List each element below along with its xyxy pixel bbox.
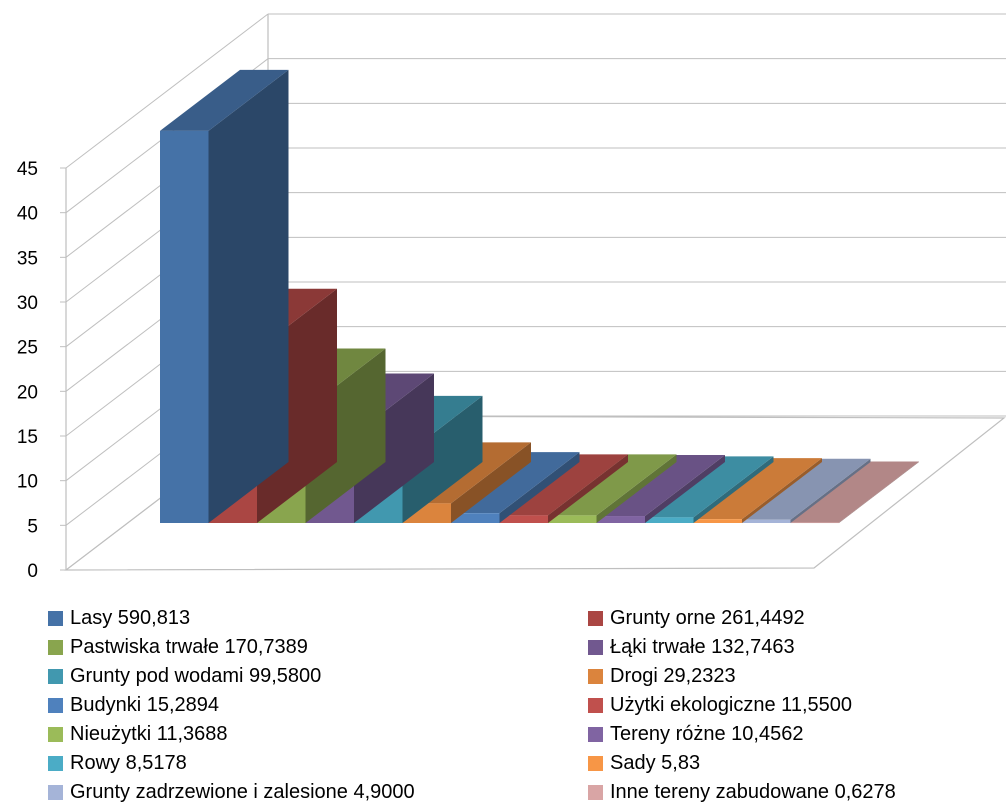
bar-front-face: [693, 519, 742, 523]
legend-label: Budynki 15,2894: [70, 693, 220, 716]
bar-front-face: [451, 513, 500, 523]
bar: [742, 458, 871, 523]
legend-item: Sady 5,83: [588, 749, 988, 777]
bar-top-face: [548, 454, 677, 516]
legend-label: Użytki ekologiczne 11,5500: [610, 693, 852, 716]
bar-side-face: [354, 373, 434, 523]
legend-swatch: [588, 697, 603, 713]
legend-swatch: [588, 784, 603, 800]
bar-front-face: [645, 517, 694, 523]
y-tick-label: 20: [17, 382, 38, 403]
bar-top-face: [499, 454, 628, 516]
legend-item: Nieużytki 11,3688: [48, 720, 588, 748]
chart-plot-area: 0 5 10 15 20 25 30 35 40 45: [17, 13, 1006, 582]
legend-item: Użytki ekologiczne 11,5500: [588, 691, 988, 719]
bar-front-face: [548, 515, 597, 523]
legend-label: Grunty pod wodami 99,5800: [70, 664, 322, 687]
legend-label: Grunty zadrzewione i zalesione 4,9000: [70, 780, 415, 803]
legend-item: Tereny różne 10,4562: [588, 720, 988, 748]
bar: [693, 458, 822, 523]
y-tick-label: 0: [27, 561, 38, 582]
bar-top-face: [693, 458, 822, 520]
legend-item: Drogi 29,2323: [588, 662, 988, 690]
legend-swatch: [48, 784, 63, 800]
y-tick-label: 10: [17, 472, 38, 493]
y-tick-label: 15: [17, 427, 38, 448]
legend-label: Drogi 29,2323: [610, 664, 736, 687]
legend-swatch: [48, 639, 63, 655]
legend-label: Lasy 590,813: [70, 606, 191, 629]
y-tick-label: 5: [27, 516, 38, 537]
y-axis: 0 5 10 15 20 25 30 35 40 45: [17, 159, 66, 582]
legend-item: Inne tereny zabudowane 0,6278: [588, 778, 988, 806]
bar-side-face: [499, 452, 580, 523]
legend-item: Pastwiska trwałe 170,7389: [48, 633, 588, 661]
legend-swatch: [588, 668, 603, 684]
bar-side-face: [208, 69, 289, 524]
bar: [499, 454, 628, 523]
bar-front-face: [790, 522, 839, 524]
y-tick-label: 30: [17, 293, 38, 314]
y-tick-label: 35: [17, 248, 38, 269]
legend-item: Grunty zadrzewione i zalesione 4,9000: [48, 778, 588, 806]
legend-swatch: [48, 755, 63, 771]
bar-side-face: [790, 458, 871, 523]
legend-label: Łąki trwałe 132,7463: [610, 635, 795, 658]
bar-side-face: [596, 454, 677, 523]
bar-front-face: [499, 515, 548, 523]
bar-top-face: [742, 458, 871, 520]
bar-front-face: [742, 519, 791, 523]
legend-swatch: [48, 697, 63, 713]
bar-side-face: [839, 461, 919, 523]
legend-swatch: [48, 610, 63, 626]
legend-label: Grunty orne 261,4492: [610, 606, 805, 629]
bar-side-face: [305, 348, 386, 523]
legend-label: Pastwiska trwałe 170,7389: [70, 635, 308, 658]
y-tick-label: 25: [17, 338, 38, 359]
legend-item: Lasy 590,813: [48, 604, 588, 632]
bar-side-face: [693, 456, 774, 523]
legend-label: Tereny różne 10,4562: [610, 722, 804, 745]
y-tick-label: 40: [17, 204, 38, 225]
legend-swatch: [588, 726, 603, 742]
legend-item: Grunty pod wodami 99,5800: [48, 662, 588, 690]
bar-side-face: [742, 458, 822, 523]
legend-label: Sady 5,83: [610, 751, 701, 774]
y-tick-label: 45: [17, 159, 38, 180]
bar-side-face: [548, 454, 628, 523]
bar: [596, 455, 725, 523]
legend-swatch: [588, 755, 603, 771]
bar-top-face: [645, 456, 774, 518]
bar: [160, 69, 289, 524]
legend-swatch: [48, 726, 63, 742]
legend-label: Nieużytki 11,3688: [70, 722, 228, 745]
legend-item: Budynki 15,2894: [48, 691, 588, 719]
bar-side-face: [451, 442, 531, 523]
bar: [645, 456, 774, 523]
bar-side-face: [402, 395, 483, 523]
gridline-side: [65, 13, 269, 169]
bar: [790, 461, 919, 524]
bar-front-face: [596, 516, 645, 523]
legend-item: Grunty orne 261,4492: [588, 604, 988, 632]
bar: [548, 454, 677, 523]
chart-bars: [160, 69, 919, 524]
legend-item: Łąki trwałe 132,7463: [588, 633, 988, 661]
legend-label: Inne tereny zabudowane 0,6278: [610, 780, 896, 803]
legend-swatch: [588, 639, 603, 655]
chart-legend: Lasy 590,813 Grunty orne 261,4492 Pastwisk…: [48, 604, 988, 806]
bar-top-face: [790, 461, 919, 523]
legend-label: Rowy 8,5178: [70, 751, 187, 774]
bar-front-face: [160, 130, 209, 523]
legend-swatch: [588, 610, 603, 626]
legend-swatch: [48, 668, 63, 684]
bar-side-face: [645, 455, 725, 523]
legend-item: Rowy 8,5178: [48, 749, 588, 777]
bar-top-face: [160, 69, 289, 131]
bar-top-face: [596, 455, 725, 517]
